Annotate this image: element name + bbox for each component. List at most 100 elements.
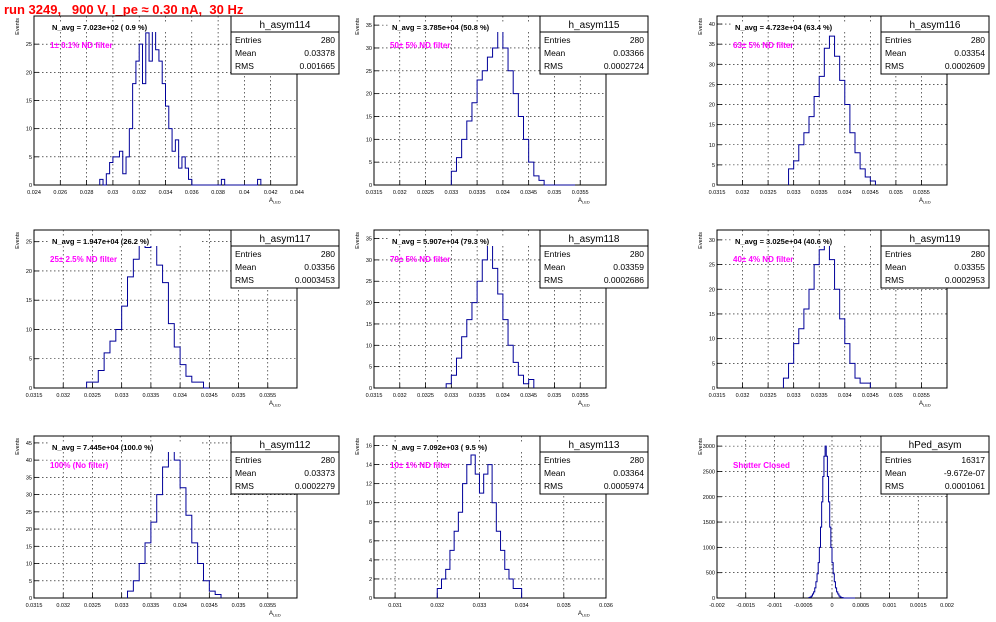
y-axis-title: Events [355, 18, 361, 35]
y-tick-label: 20 [366, 92, 372, 98]
stats-label: Entries [544, 455, 570, 465]
x-tick-label: 0.033 [115, 603, 129, 609]
x-axis-title: ALED [578, 198, 590, 205]
x-tick-label: 0.033 [115, 393, 129, 399]
x-tick-label: 0.0315 [709, 190, 726, 196]
stats-value: 0.03356 [304, 262, 335, 272]
x-tick-label: 0.0355 [572, 190, 589, 196]
x-tick-label: 0.024 [27, 190, 41, 196]
x-tick-label: 0.0315 [709, 393, 726, 399]
stats-label: Mean [885, 48, 907, 58]
x-tick-label: -0.0005 [794, 603, 813, 609]
stats-value: 280 [630, 455, 644, 465]
x-tick-label: 0.031 [388, 603, 402, 609]
y-tick-label: 2000 [703, 495, 715, 501]
y-axis-title: Events [15, 438, 21, 455]
x-tick-label: 0.032 [56, 603, 70, 609]
x-tick-label: -0.002 [709, 603, 725, 609]
x-tick-label: -0.0015 [736, 603, 755, 609]
stats-value: 280 [630, 249, 644, 259]
y-axis-title: Events [355, 438, 361, 455]
x-tick-label: 0.0325 [84, 603, 101, 609]
y-tick-label: 45 [26, 441, 32, 447]
histogram-name: hPed_asym [909, 440, 962, 451]
y-tick-label: 20 [709, 103, 715, 109]
n-avg-box [48, 236, 202, 246]
y-tick-label: 5 [29, 155, 32, 161]
histogram-name: h_asym118 [569, 234, 620, 245]
stats-box [880, 229, 990, 289]
y-tick-label: 35 [366, 237, 372, 243]
y-tick-label: 30 [366, 46, 372, 52]
x-tick-label: 0.032 [132, 190, 146, 196]
y-tick-label: 8 [369, 520, 372, 526]
panel-h_asym113: 0.031 0.032 0.033 0.034 0.035 0.036 0 2 4 6 8 10 12 1… [355, 435, 649, 618]
y-tick-label: 0 [369, 386, 372, 392]
x-tick-label: 0.034 [173, 393, 187, 399]
y-tick-label: 35 [366, 23, 372, 29]
y-tick-label: 20 [26, 269, 32, 275]
stats-value: 0.0002953 [945, 275, 985, 285]
x-tick-label: 0.0355 [259, 393, 276, 399]
y-axis-title: Events [698, 438, 704, 455]
filter-annotation: 1± 0.1% ND filter [50, 41, 113, 50]
x-tick-label: 0.0325 [417, 190, 434, 196]
y-tick-label: 0 [712, 183, 715, 189]
stats-value: 0.0002279 [295, 481, 335, 491]
x-tick-label: 0.034 [496, 393, 510, 399]
x-tick-label: 0.034 [159, 190, 173, 196]
x-tick-label: 0.033 [787, 393, 801, 399]
y-tick-label: 35 [709, 42, 715, 48]
stats-value: 0.03355 [954, 262, 985, 272]
histogram-name: h_asym119 [910, 234, 961, 245]
x-tick-label: -0.001 [767, 603, 783, 609]
y-tick-label: 3000 [703, 444, 715, 450]
stats-value: -9.672e-07 [944, 468, 985, 478]
n-avg-label: N_avg = 1.947e+04 (26.2 %) [52, 237, 150, 246]
x-tick-label: 0.0335 [469, 393, 486, 399]
x-tick-label: 0.0315 [26, 603, 43, 609]
x-axis-title: ALED [578, 401, 590, 408]
histogram-name: h_asym116 [910, 20, 961, 31]
stats-box [230, 15, 340, 75]
stats-value: 0.0002686 [604, 275, 644, 285]
y-tick-label: 0 [29, 596, 32, 602]
x-tick-label: 0.035 [889, 190, 903, 196]
x-tick-label: 0.0315 [26, 393, 43, 399]
x-tick-label: 0.032 [393, 190, 407, 196]
stats-label: RMS [544, 275, 563, 285]
y-tick-label: 15 [366, 322, 372, 328]
y-tick-label: 6 [369, 539, 372, 545]
stats-box [539, 229, 649, 289]
histogram-name: h_asym117 [260, 234, 311, 245]
stats-box [539, 435, 649, 495]
y-axis-title: Events [15, 18, 21, 35]
x-tick-label: 0.032 [56, 393, 70, 399]
x-tick-label: 0.035 [232, 603, 246, 609]
x-tick-label: 0.0355 [259, 603, 276, 609]
stats-value: 0.0005974 [604, 481, 644, 491]
stats-value: 280 [971, 249, 985, 259]
y-tick-label: 0 [712, 386, 715, 392]
y-tick-label: 20 [366, 301, 372, 307]
stats-label: RMS [544, 61, 563, 71]
stats-label: RMS [235, 481, 254, 491]
x-tick-label: 0.028 [80, 190, 94, 196]
stats-value: 0.001665 [300, 61, 336, 71]
n-avg-box [388, 442, 542, 452]
x-tick-label: 0.034 [838, 393, 852, 399]
stats-label: Entries [544, 249, 570, 259]
filter-annotation: 10± 1% ND filter [390, 461, 450, 470]
stats-label: Entries [235, 35, 261, 45]
y-tick-label: 500 [706, 571, 715, 577]
n-avg-box [388, 236, 542, 246]
stats-value: 280 [321, 249, 335, 259]
stats-value: 0.03378 [304, 48, 335, 58]
x-tick-label: 0.033 [444, 393, 458, 399]
x-tick-label: 0.032 [393, 393, 407, 399]
stats-label: Entries [235, 249, 261, 259]
y-tick-label: 25 [709, 82, 715, 88]
x-tick-label: 0.0325 [84, 393, 101, 399]
y-tick-label: 25 [366, 279, 372, 285]
x-tick-label: 0.0325 [417, 393, 434, 399]
